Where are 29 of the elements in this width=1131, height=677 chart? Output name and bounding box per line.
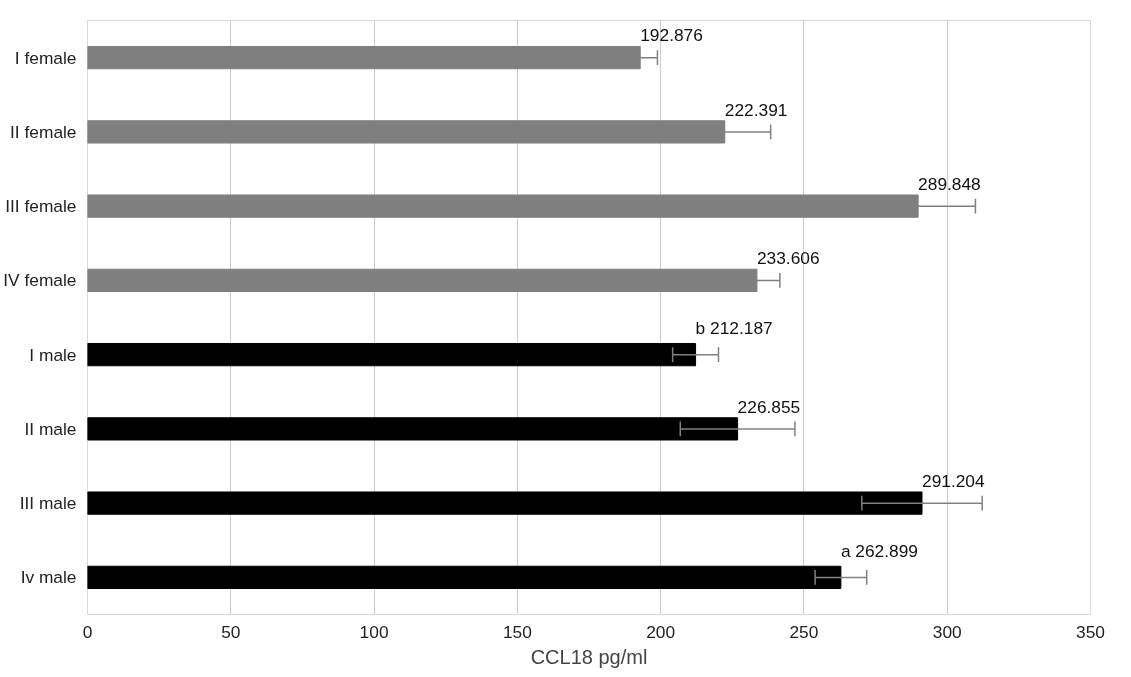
data-label: 289.848 <box>918 173 981 194</box>
y-tick-label: I male <box>29 344 77 365</box>
y-tick-label: II female <box>10 121 77 142</box>
x-tick-label: 200 <box>646 621 676 642</box>
data-label: 233.606 <box>756 248 820 269</box>
x-tick-label: 0 <box>82 621 93 642</box>
data-label: 222.391 <box>724 99 788 120</box>
data-label: a 262.899 <box>840 541 918 562</box>
bar <box>87 342 697 367</box>
data-label: 291.204 <box>922 470 986 491</box>
bar <box>87 491 923 515</box>
y-tick-label: III male <box>19 493 77 514</box>
data-label: b 212.187 <box>695 318 773 339</box>
x-tick-label: 350 <box>1076 621 1105 642</box>
y-tick-label: Iv male <box>20 567 77 588</box>
x-tick-label: 100 <box>359 621 389 642</box>
x-axis-title: CCL18 pg/ml <box>530 645 648 668</box>
y-tick-label: II male <box>24 418 77 439</box>
bar <box>87 565 842 590</box>
bar <box>87 417 739 441</box>
y-tick-label: III female <box>5 196 77 217</box>
y-tick-label: I female <box>14 47 77 68</box>
data-label: 226.855 <box>737 396 801 417</box>
x-tick-label: 150 <box>502 621 532 642</box>
data-label: 192.876 <box>640 25 703 46</box>
x-tick-label: 300 <box>932 621 962 642</box>
y-tick-label: IV female <box>3 270 77 291</box>
x-tick-label: 50 <box>221 621 241 642</box>
x-tick-label: 250 <box>789 621 819 642</box>
